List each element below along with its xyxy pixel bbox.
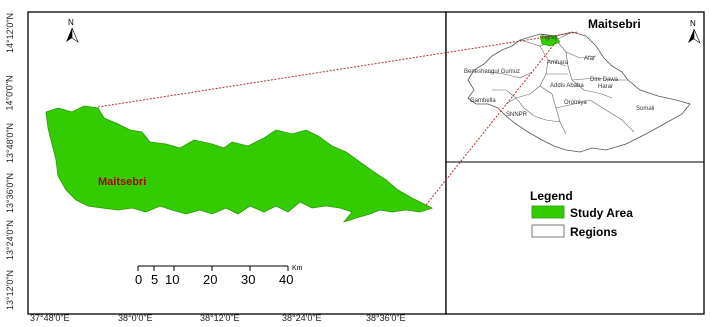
connector-line-top (97, 31, 579, 108)
lat-label-1324: 13°24'0"N (5, 219, 16, 261)
scale-unit: Km (292, 265, 303, 272)
scale-tick-0: 0 (135, 272, 142, 287)
region-label-gambella: Gambella (470, 98, 496, 104)
legend: Legend Study Area Regions (530, 189, 633, 239)
lat-label-1412: 14°12'0"N (5, 12, 16, 54)
region-label-afar: Afar (584, 56, 595, 62)
lon-label-3800: 38°0'0"E (118, 313, 153, 323)
inset-ethiopia-map: Tigray Afar Amhara Beneshangul Gumuz Dir… (464, 31, 691, 153)
lon-label-3836: 38°36'0"E (366, 313, 406, 323)
study-area-label: Maitsebri (98, 176, 146, 188)
scale-tick-20: 20 (203, 272, 217, 287)
lat-label-1312: 13°12'0"N (5, 269, 16, 311)
scale-tick-30: 30 (241, 272, 255, 287)
legend-swatch-study-area (531, 205, 565, 219)
scale-bar: Km 0 5 10 20 30 40 (135, 265, 303, 287)
main-north-arrow-icon: N (66, 18, 79, 43)
scale-tick-5: 5 (151, 272, 158, 287)
region-label-snnpr: SNNPR (506, 112, 528, 118)
legend-label-regions: Regions (570, 225, 618, 239)
region-label-beneshangul: Beneshangul Gumuz (464, 69, 520, 75)
study-area-polygon (45, 105, 434, 223)
legend-title: Legend (530, 189, 573, 203)
inset-north-label: N (690, 19, 696, 28)
lon-label-3812: 38°12'0"E (200, 313, 240, 323)
ethiopia-outline (467, 31, 691, 153)
scale-tick-40: 40 (279, 272, 293, 287)
lat-label-1336: 13°36'0"N (5, 172, 16, 214)
lon-label-3748: 37°48'0"E (30, 313, 70, 323)
region-label-oromiya: Oromiya (564, 100, 587, 106)
lat-label-1348: 13°48'0"N (5, 122, 16, 164)
region-label-harar: Harar (598, 84, 613, 90)
lon-label-3824: 38°24'0"E (282, 313, 322, 323)
legend-swatch-regions (531, 224, 565, 238)
inset-north-arrow-icon: N (688, 19, 701, 44)
legend-label-study-area: Study Area (570, 206, 633, 220)
region-label-addis: Addis Ababa (550, 83, 584, 89)
lat-label-1400: 14°0'0"N (4, 75, 15, 111)
inset-title: Maitsebri (588, 17, 641, 31)
main-north-label: N (68, 18, 74, 27)
region-label-amhara: Amhara (547, 60, 569, 66)
region-label-somali: Somali (636, 106, 654, 112)
region-label-tigray: Tigray (541, 35, 557, 41)
scale-tick-10: 10 (165, 272, 179, 287)
region-label-dire-dawa: Dire Dawa (590, 77, 619, 83)
